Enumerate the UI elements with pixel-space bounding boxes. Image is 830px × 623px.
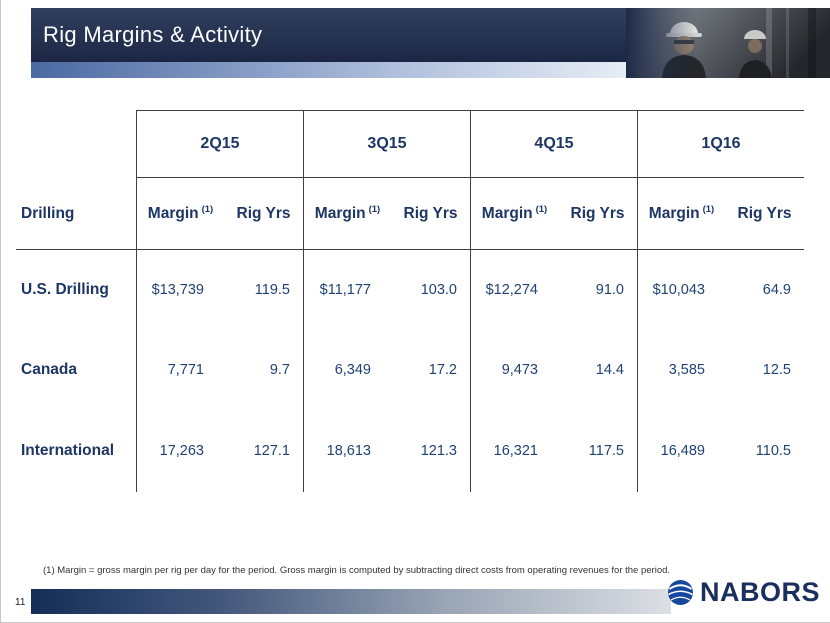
cell-value: 17,263 xyxy=(136,410,224,492)
cell-value: 103.0 xyxy=(420,282,457,298)
cell-value: 6,349 xyxy=(303,330,391,410)
globe-icon xyxy=(667,580,693,605)
col-header-rigyrs: Rig Yrs xyxy=(391,178,470,250)
margin-label: Margin xyxy=(648,204,700,222)
col-header-margin: Margin (1) xyxy=(637,178,725,250)
margin-label: Margin xyxy=(481,204,533,222)
table-corner-label: Drilling xyxy=(16,178,136,250)
cell-value: $11,177 xyxy=(303,250,391,330)
cell-value: 121.3 xyxy=(420,443,457,459)
row-label-us-drilling: U.S. Drilling xyxy=(21,281,109,298)
cell-value: 91.0 xyxy=(595,282,624,298)
margin-footnote-ref: (1) xyxy=(201,204,214,215)
rig-margins-table: 2Q15 3Q15 4Q15 1Q16 Drilling Margin (1) R… xyxy=(16,110,804,492)
margin-footnote-ref: (1) xyxy=(535,204,548,215)
photo-fade-overlay xyxy=(626,8,696,78)
margin-label: Margin xyxy=(147,204,199,222)
page-title: Rig Margins & Activity xyxy=(43,22,263,47)
cell-value: $13,739 xyxy=(136,250,224,330)
cell-value: $10,043 xyxy=(637,250,725,330)
cell-value: 7,771 xyxy=(136,330,224,410)
col-header-margin: Margin (1) xyxy=(303,178,391,250)
logo-wordmark: NABORS xyxy=(699,577,820,607)
cell-value: 16,489 xyxy=(637,410,725,492)
cell-value: 117.5 xyxy=(588,443,624,459)
cell-value: $12,274 xyxy=(470,250,558,330)
table-corner-empty xyxy=(16,110,136,178)
quarter-header-4q15: 4Q15 xyxy=(470,110,637,178)
cell-value: 9,473 xyxy=(470,330,558,410)
footer-gradient-bar xyxy=(31,589,671,614)
quarter-header-3q15: 3Q15 xyxy=(303,110,470,178)
page-number: 11 xyxy=(15,597,26,608)
cell-value: 110.5 xyxy=(755,443,791,459)
cell-value: 119.5 xyxy=(254,282,290,298)
header-photo xyxy=(626,8,830,78)
cell-value: 18,613 xyxy=(303,410,391,492)
row-label-canada: Canada xyxy=(21,361,77,378)
cell-value: 14.4 xyxy=(595,362,624,378)
nabors-logo: NABORS xyxy=(667,577,820,608)
cell-value: 9.7 xyxy=(269,362,290,378)
cell-value: 17.2 xyxy=(428,362,457,378)
cell-value: 64.9 xyxy=(762,282,791,298)
quarter-header-1q16: 1Q16 xyxy=(637,110,804,178)
cell-value: 127.1 xyxy=(253,443,290,459)
row-label-international: International xyxy=(21,442,115,459)
col-header-margin: Margin (1) xyxy=(136,178,224,250)
footnote: (1) Margin = gross margin per rig per da… xyxy=(43,565,671,576)
cell-value: 16,321 xyxy=(470,410,558,492)
col-header-rigyrs: Rig Yrs xyxy=(224,178,303,250)
header-band: Rig Margins & Activity xyxy=(31,8,830,78)
col-header-rigyrs: Rig Yrs xyxy=(725,178,804,250)
margin-label: Margin xyxy=(314,204,366,222)
quarter-header-2q15: 2Q15 xyxy=(136,110,303,178)
margin-footnote-ref: (1) xyxy=(368,204,381,215)
col-header-margin: Margin (1) xyxy=(470,178,558,250)
cell-value: 3,585 xyxy=(637,330,725,410)
cell-value: 12.5 xyxy=(762,362,791,378)
col-header-rigyrs: Rig Yrs xyxy=(558,178,637,250)
margin-footnote-ref: (1) xyxy=(702,204,715,215)
